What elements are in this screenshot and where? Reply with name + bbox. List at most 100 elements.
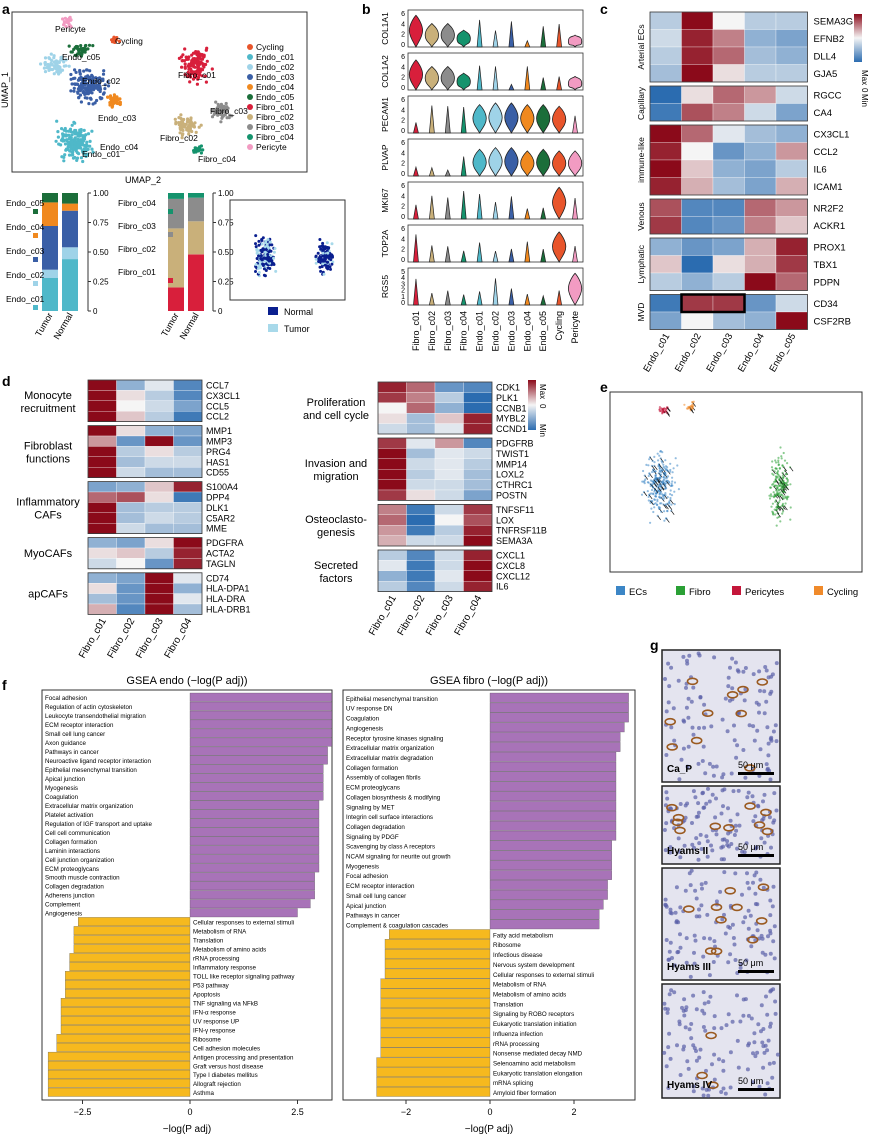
umap-point xyxy=(63,126,67,131)
nucleus xyxy=(666,1086,671,1090)
velocity-point xyxy=(786,495,789,498)
gsea-term-label: Graft versus host disease xyxy=(193,1063,264,1070)
heatmap-cell xyxy=(377,489,407,501)
heatmap-cell xyxy=(463,413,493,424)
heatmap-cell xyxy=(712,159,745,178)
umap-point xyxy=(59,55,63,60)
umap-point xyxy=(67,64,71,68)
umap-point xyxy=(90,73,94,77)
density-point xyxy=(259,248,263,252)
nucleus xyxy=(748,913,753,918)
umap-point xyxy=(65,18,69,22)
umap-point xyxy=(71,150,75,154)
velocity-point xyxy=(651,486,655,489)
velocity-point xyxy=(771,472,774,475)
density-point xyxy=(254,263,258,266)
heatmap-cell xyxy=(712,177,745,196)
heatmap-cell xyxy=(463,570,493,582)
heatmap-cell xyxy=(649,124,682,143)
gsea-term-label: Asthma xyxy=(193,1090,215,1097)
velocity-arrow xyxy=(665,504,669,510)
gsea-bar xyxy=(384,939,491,949)
heatmap-cell xyxy=(434,560,464,571)
umap-point xyxy=(79,75,83,79)
velocity-point xyxy=(652,510,655,514)
nucleus xyxy=(692,950,696,955)
umap-point xyxy=(55,63,59,67)
nucleus xyxy=(768,777,773,782)
vessel-stain xyxy=(710,903,723,912)
umap-point xyxy=(216,102,220,107)
heatmap-cell xyxy=(87,572,117,584)
nucleus xyxy=(675,950,680,955)
nucleus xyxy=(761,799,765,804)
heatmap-cell xyxy=(173,379,203,391)
gsea-bar xyxy=(489,820,617,831)
velocity-point xyxy=(647,499,650,502)
nucleus xyxy=(691,1084,696,1089)
umap-point xyxy=(210,115,215,119)
velocity-point xyxy=(640,493,644,496)
velocity-point xyxy=(649,521,652,524)
umap-point xyxy=(69,77,73,81)
nucleus xyxy=(726,806,730,811)
gsea-term-label: Myogenesis xyxy=(45,785,78,792)
legend-dot xyxy=(247,54,253,60)
velocity-point xyxy=(669,484,673,488)
legend-label: Pericyte xyxy=(256,142,287,152)
velocity-point xyxy=(649,501,652,504)
vessel-stain xyxy=(682,905,695,913)
umap-point xyxy=(95,98,99,103)
heatmap-cell xyxy=(681,85,714,104)
violin-gene-label: RGS5 xyxy=(380,275,390,298)
heatmap-cell xyxy=(775,11,808,30)
heatmap-cell xyxy=(463,402,493,414)
colorbar-label: Min xyxy=(860,94,869,107)
heatmap-cell xyxy=(116,523,146,534)
y-tick-label: 0 xyxy=(218,307,223,316)
heatmap-gene-label: IL6 xyxy=(496,582,509,592)
umap-point xyxy=(61,132,65,136)
nucleus xyxy=(774,808,779,813)
heatmap-cell xyxy=(744,237,777,256)
umap-point xyxy=(180,136,184,140)
gsea-term-label: Complement xyxy=(45,902,80,909)
umap-point xyxy=(79,54,83,58)
violin-gene-label: COL1A1 xyxy=(380,12,390,45)
nucleus xyxy=(685,801,690,806)
nucleus xyxy=(768,989,773,994)
violin-shape xyxy=(428,105,435,134)
violin-shape xyxy=(567,150,583,177)
umap-point xyxy=(83,83,87,87)
velocity-point xyxy=(658,407,661,411)
vessel-stain xyxy=(737,685,749,694)
heatmap-cell xyxy=(116,467,146,478)
nucleus xyxy=(688,883,693,888)
gsea-bar xyxy=(489,830,617,841)
heatmap-cell xyxy=(463,514,493,526)
nucleus xyxy=(700,759,705,763)
velocity-point xyxy=(663,467,667,470)
nucleus xyxy=(728,818,733,823)
gsea-bar xyxy=(489,801,617,811)
violin-shape xyxy=(552,186,567,220)
legend-dot xyxy=(247,64,253,70)
violin-shape xyxy=(524,293,531,306)
nucleus xyxy=(760,1040,765,1045)
density-point xyxy=(262,267,266,271)
nucleus xyxy=(734,755,739,760)
velocity-point xyxy=(647,474,650,478)
nucleus xyxy=(770,1075,775,1080)
y-tick-label: 0.50 xyxy=(93,248,109,257)
gsea-bar xyxy=(489,781,617,792)
velocity-point xyxy=(657,459,660,462)
umap-point xyxy=(198,145,202,149)
nucleus xyxy=(697,1055,702,1060)
density-point xyxy=(266,238,270,241)
nucleus xyxy=(722,870,727,875)
umap-point xyxy=(192,149,196,153)
umap-point xyxy=(101,72,106,76)
velocity-arrow xyxy=(780,506,784,512)
velocity-point xyxy=(658,483,662,486)
velocity-arrow xyxy=(666,518,670,523)
